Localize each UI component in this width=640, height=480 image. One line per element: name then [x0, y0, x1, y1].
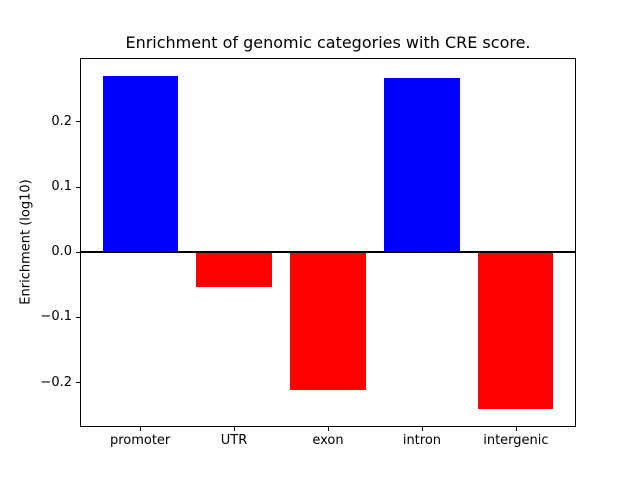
- bar-intron: [384, 77, 460, 253]
- y-tick-label: −0.1: [40, 309, 72, 325]
- x-tick-label-intron: intron: [402, 433, 442, 448]
- x-tick-mark: [515, 427, 517, 431]
- bar-exon: [290, 252, 366, 390]
- y-tick-mark: [76, 316, 80, 318]
- y-tick-mark: [76, 186, 80, 188]
- x-tick-mark: [234, 427, 236, 431]
- x-tick-mark: [328, 427, 329, 431]
- bar-UTR: [196, 252, 272, 288]
- y-tick-mark: [76, 251, 80, 253]
- y-tick-label: −0.2: [40, 374, 72, 390]
- y-tick-mark: [76, 382, 80, 384]
- x-tick-mark: [421, 427, 423, 431]
- x-tick-label-promoter: promoter: [109, 433, 171, 448]
- zero-line: [80, 251, 576, 254]
- y-tick-label: 0.2: [51, 113, 72, 129]
- x-tick-label-UTR: UTR: [220, 433, 248, 448]
- x-tick-mark: [140, 427, 142, 431]
- bar-intergenic: [478, 252, 554, 409]
- x-tick-label-exon: exon: [312, 433, 344, 448]
- bar-promoter: [102, 75, 178, 253]
- chart-title: Enrichment of genomic categories with CR…: [125, 33, 531, 52]
- x-tick-label-intergenic: intergenic: [483, 433, 549, 448]
- y-tick-mark: [76, 121, 80, 123]
- y-axis-label: Enrichment (log10): [18, 179, 34, 305]
- y-tick-label: 0.0: [51, 244, 72, 260]
- y-tick-label: 0.1: [51, 179, 72, 195]
